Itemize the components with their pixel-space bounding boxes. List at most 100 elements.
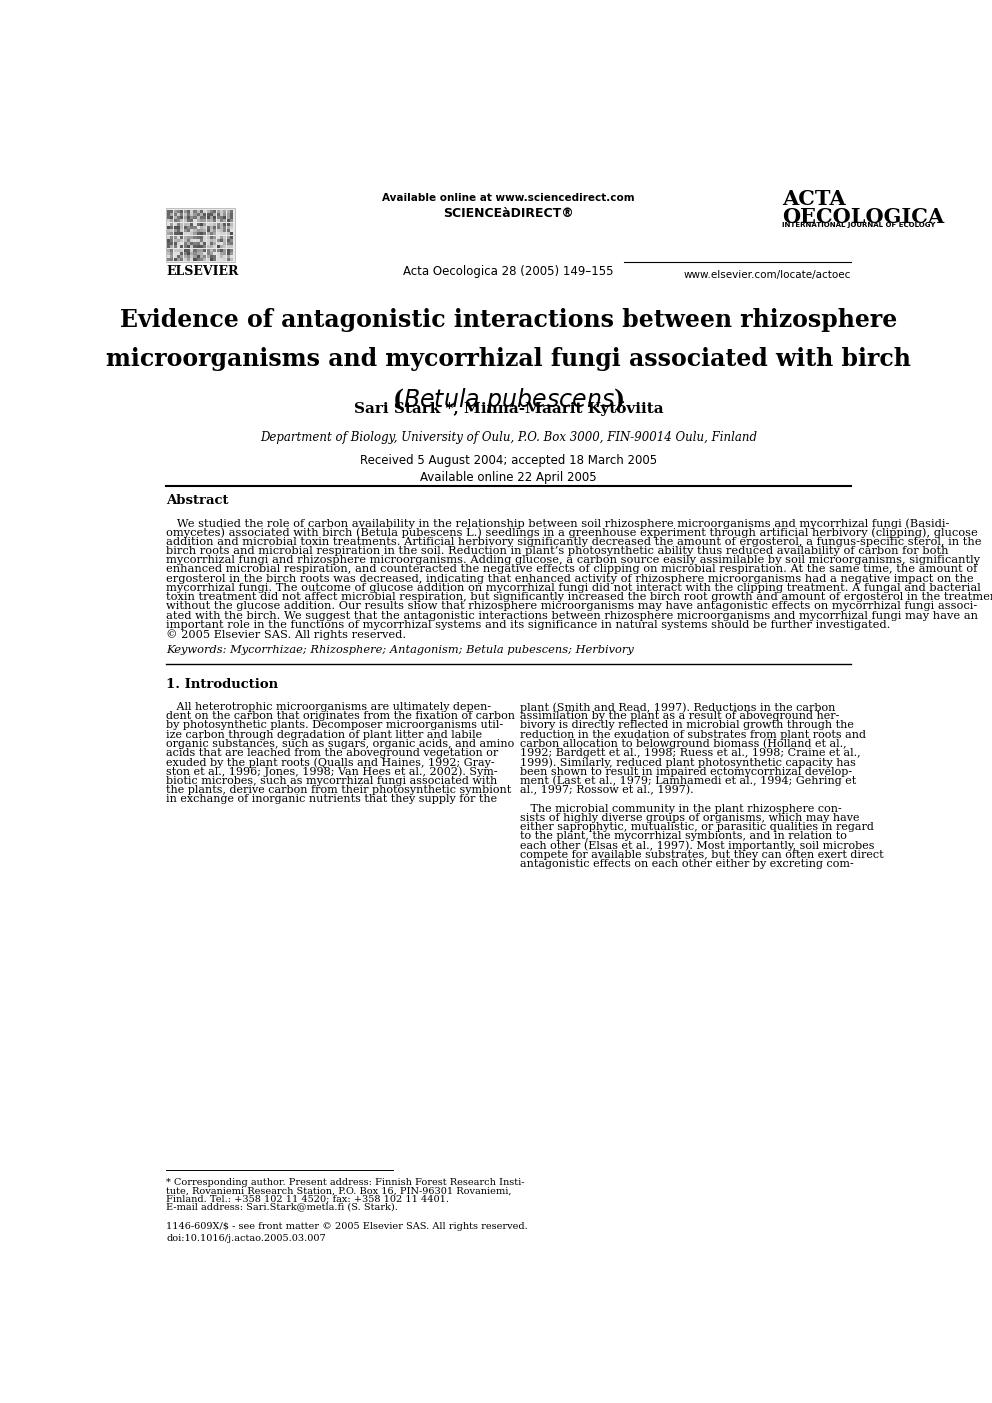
Bar	[174, 255, 177, 258]
Bar	[200, 248, 203, 251]
Bar	[186, 236, 189, 239]
Bar	[167, 219, 171, 222]
Bar	[177, 229, 180, 231]
Bar	[213, 226, 216, 229]
Bar	[186, 209, 189, 213]
Text: biotic microbes, such as mycorrhizal fungi associated with: biotic microbes, such as mycorrhizal fun…	[167, 776, 498, 786]
Bar	[206, 239, 209, 241]
Bar	[193, 229, 196, 231]
Bar	[216, 246, 219, 248]
Text: ACTA: ACTA	[782, 189, 846, 209]
Bar	[193, 209, 196, 213]
Bar	[223, 233, 226, 236]
Text: Acta Oecologica 28 (2005) 149–155: Acta Oecologica 28 (2005) 149–155	[403, 265, 614, 278]
Bar	[193, 258, 196, 261]
Text: omycetes) associated with birch (Betula pubescens L.) seedlings in a greenhouse : omycetes) associated with birch (Betula …	[167, 528, 978, 539]
Bar	[206, 248, 209, 251]
Bar	[171, 239, 174, 241]
Text: in exchange of inorganic nutrients that they supply for the: in exchange of inorganic nutrients that …	[167, 794, 497, 804]
Bar	[210, 229, 213, 231]
Bar	[174, 226, 177, 229]
Bar	[174, 219, 177, 222]
Bar	[206, 243, 209, 246]
Bar	[174, 229, 177, 231]
Bar	[223, 213, 226, 216]
Bar	[220, 209, 223, 213]
Text: 1146-609X/$ - see front matter © 2005 Elsevier SAS. All rights reserved.: 1146-609X/$ - see front matter © 2005 El…	[167, 1222, 528, 1230]
Bar	[210, 233, 213, 236]
Bar	[196, 223, 199, 226]
Bar	[230, 239, 233, 241]
Bar	[196, 251, 199, 255]
Bar	[184, 209, 186, 213]
Bar	[190, 216, 193, 219]
Bar	[200, 243, 203, 246]
Bar	[186, 239, 189, 241]
Bar	[171, 213, 174, 216]
Bar	[190, 255, 193, 258]
Bar	[196, 229, 199, 231]
Text: important role in the functions of mycorrhizal systems and its significance in n: important role in the functions of mycor…	[167, 620, 891, 630]
Bar	[181, 258, 184, 261]
Bar	[200, 219, 203, 222]
Text: either saprophytic, mutualistic, or parasitic qualities in regard: either saprophytic, mutualistic, or para…	[520, 822, 874, 832]
Bar	[226, 226, 229, 229]
Bar	[223, 223, 226, 226]
Bar	[203, 243, 206, 246]
Bar	[220, 243, 223, 246]
Text: dent on the carbon that originates from the fixation of carbon: dent on the carbon that originates from …	[167, 711, 515, 721]
Bar	[200, 258, 203, 261]
Bar	[226, 255, 229, 258]
Bar	[216, 248, 219, 251]
Text: Finland. Tel.: +358 102 11 4520; fax: +358 102 11 4401.: Finland. Tel.: +358 102 11 4520; fax: +3…	[167, 1194, 449, 1204]
Bar	[181, 248, 184, 251]
Bar	[220, 219, 223, 222]
Bar	[184, 213, 186, 216]
Bar	[216, 236, 219, 239]
Bar	[193, 248, 196, 251]
Bar	[200, 229, 203, 231]
Bar	[203, 246, 206, 248]
Bar	[184, 248, 186, 251]
Text: ment (Last et al., 1979; Lamhamedi et al., 1994; Gehring et: ment (Last et al., 1979; Lamhamedi et al…	[520, 776, 856, 787]
Bar	[186, 226, 189, 229]
Bar	[171, 248, 174, 251]
Bar	[203, 213, 206, 216]
Bar	[200, 251, 203, 255]
Bar	[210, 246, 213, 248]
Bar	[210, 209, 213, 213]
Bar	[230, 209, 233, 213]
Text: al., 1997; Rossow et al., 1997).: al., 1997; Rossow et al., 1997).	[520, 786, 693, 796]
Bar	[193, 239, 196, 241]
Bar	[210, 223, 213, 226]
Bar	[206, 233, 209, 236]
Bar	[186, 223, 189, 226]
Bar	[223, 255, 226, 258]
Bar	[200, 213, 203, 216]
Bar	[203, 251, 206, 255]
Bar	[230, 243, 233, 246]
Bar	[186, 219, 189, 222]
Bar	[196, 236, 199, 239]
Bar	[171, 223, 174, 226]
Bar	[171, 255, 174, 258]
Bar	[206, 213, 209, 216]
Text: ize carbon through degradation of plant litter and labile: ize carbon through degradation of plant …	[167, 730, 482, 739]
Bar	[190, 209, 193, 213]
Bar	[190, 248, 193, 251]
Bar	[206, 229, 209, 231]
Text: E-mail address: Sari.Stark@metla.fi (S. Stark).: E-mail address: Sari.Stark@metla.fi (S. …	[167, 1202, 398, 1211]
Bar	[206, 236, 209, 239]
Text: by photosynthetic plants. Decomposer microorganisms util-: by photosynthetic plants. Decomposer mic…	[167, 720, 503, 731]
Bar	[213, 219, 216, 222]
Bar	[174, 209, 177, 213]
Bar	[196, 226, 199, 229]
Bar	[213, 258, 216, 261]
Bar	[177, 216, 180, 219]
Bar	[177, 258, 180, 261]
Bar	[203, 209, 206, 213]
Text: 1. Introduction: 1. Introduction	[167, 678, 279, 692]
Bar	[210, 239, 213, 241]
Bar	[167, 229, 171, 231]
Bar	[223, 246, 226, 248]
